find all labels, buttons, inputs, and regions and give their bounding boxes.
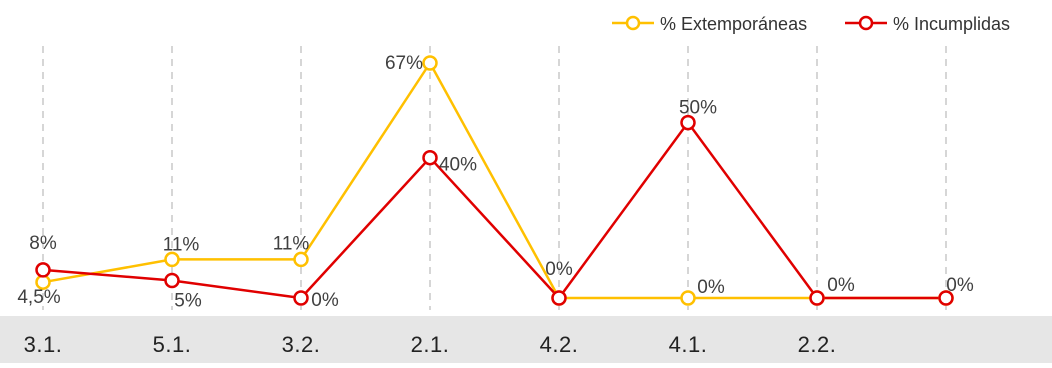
category-label-6: 4.1. [669,332,708,357]
series-2-label-7: 0% [827,275,855,296]
series-2-label-2: 5% [174,290,202,311]
series-2-label-3: 0% [311,290,339,311]
category-label-2: 5.1. [153,332,192,357]
category-label-7: 2.2. [798,332,837,357]
series-2-point-8 [938,290,954,306]
series-2-point-2 [164,272,180,289]
series-1-label-1: 4,5% [17,287,60,308]
series-1-label-5: 0% [545,259,573,280]
series-2-point-1 [35,262,51,278]
series-1-point-6 [680,290,696,306]
category-label-1: 3.1. [24,332,63,357]
category-label-3: 3.2. [282,332,321,357]
series-1-point-2 [164,251,180,268]
series-2-point-6 [680,114,696,131]
series-1-point-3 [293,251,309,268]
series-1-label-3: 11% [273,233,310,254]
series-2-line [42,121,946,300]
series-1-label-4: 67% [385,53,423,74]
series-1-label-6: 0% [697,277,725,298]
series-2-point-3 [293,290,309,306]
legend-1-label: % Extemporáneas [660,14,807,34]
legend-2-marker [858,15,874,31]
series-2-label-6: 50% [679,98,717,119]
category-axis-band [0,316,1052,363]
series-2-label-8: 0% [946,275,974,296]
series-2-point-5 [551,290,567,306]
series-1-label-2: 11% [163,234,200,255]
category-label-4: 2.1. [411,332,450,357]
series-2-label-4: 40% [439,155,477,176]
series-1-line [42,61,946,300]
series-1-point-4 [422,55,438,71]
legend-1-marker [625,15,641,31]
category-label-5: 4.2. [540,332,579,357]
series-2-point-4 [422,149,438,166]
legend-2-label: % Incumplidas [893,14,1010,34]
series-2-label-1: 8% [29,233,57,254]
series-2-point-7 [809,290,825,306]
